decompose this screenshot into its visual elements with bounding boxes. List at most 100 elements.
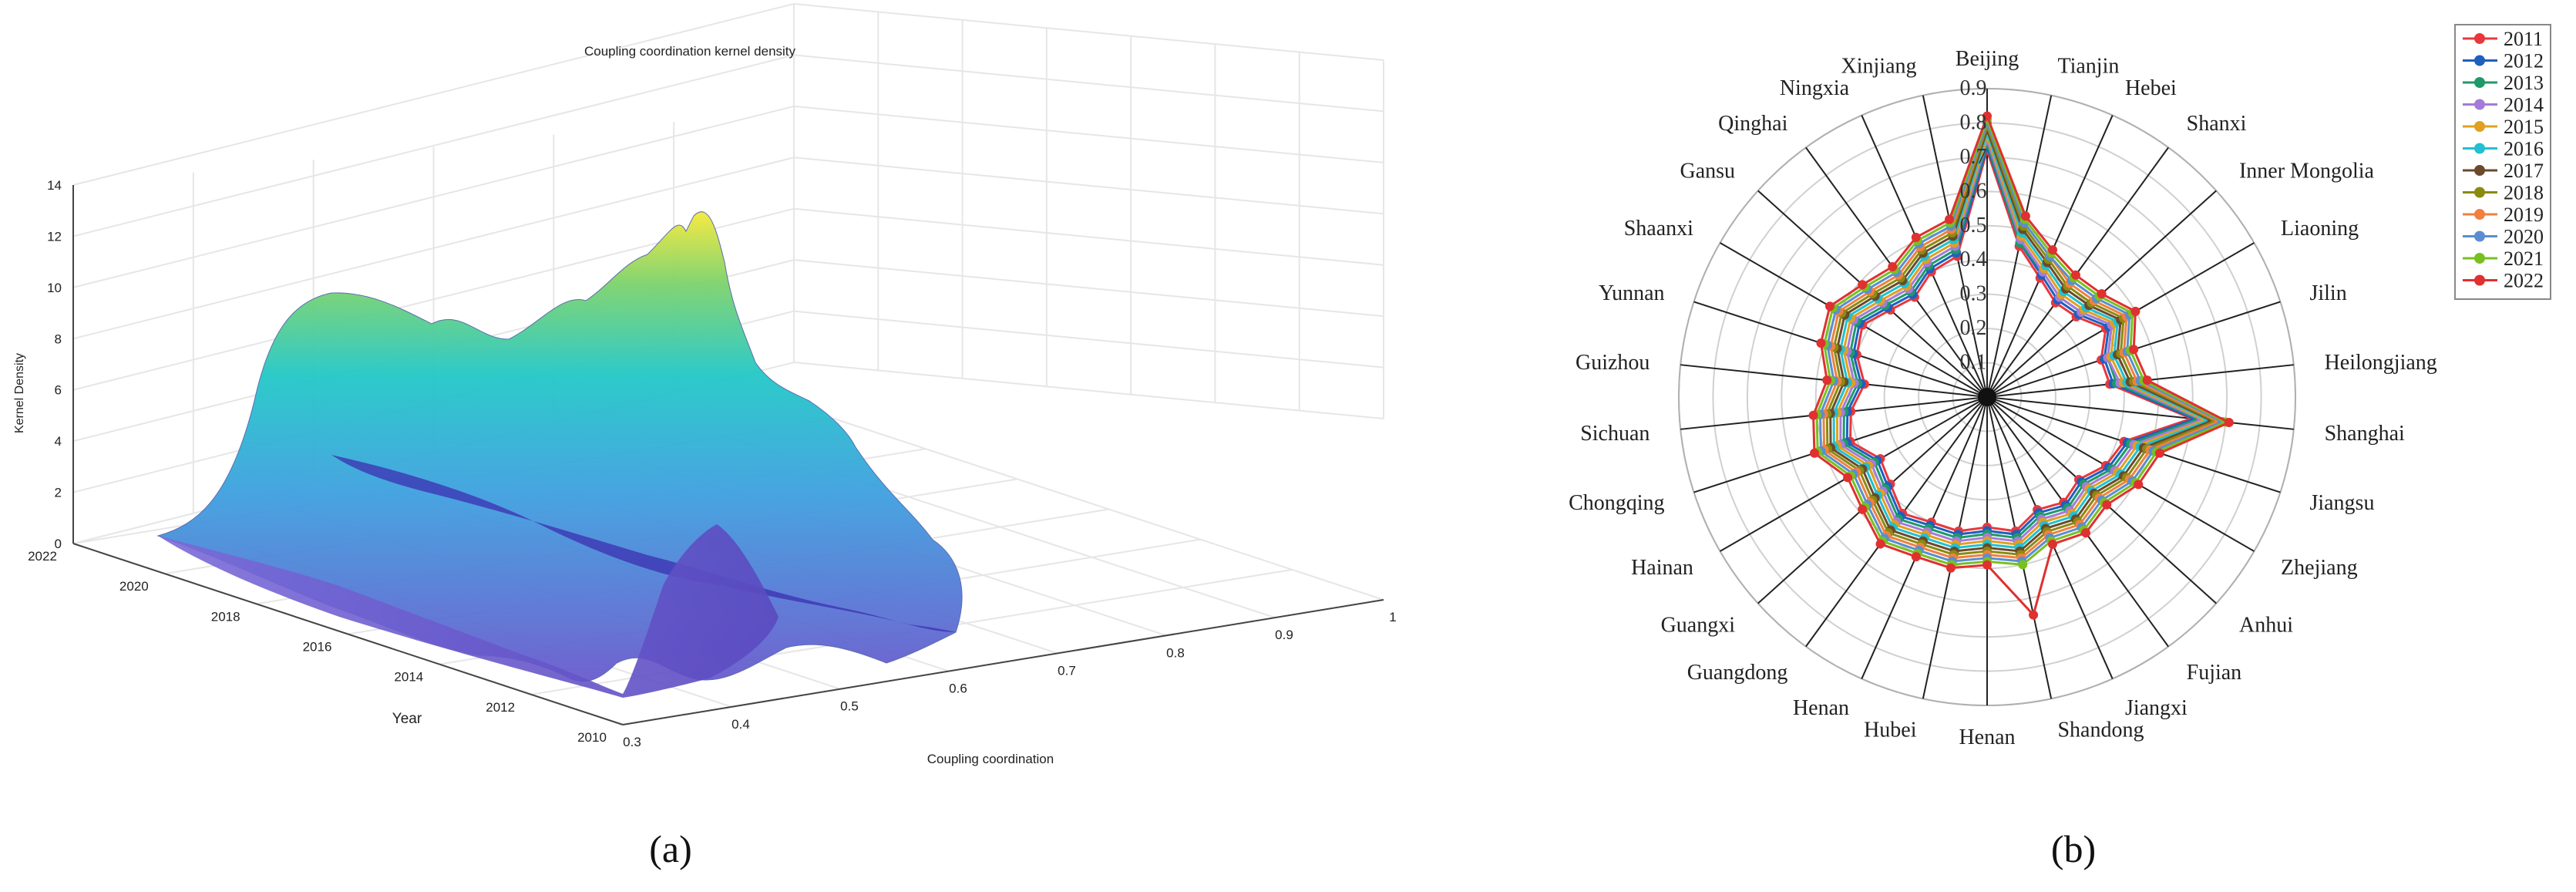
radar-point	[1816, 338, 1826, 348]
radar-point	[2129, 345, 2139, 355]
radar-category-label: Shanxi	[2187, 112, 2247, 136]
x-tick-label: 0.6	[949, 682, 967, 696]
legend-marker	[2474, 187, 2485, 198]
radar-category-label: Qinghai	[1718, 112, 1787, 136]
radar-category-label: Ningxia	[1780, 76, 1850, 100]
radar-point	[1945, 214, 1955, 224]
year-tick-label: 2012	[486, 700, 515, 715]
radar-point	[1911, 552, 1921, 562]
x-tick-label: 0.5	[840, 699, 859, 714]
radar-category-label: Hebei	[2125, 76, 2177, 100]
radar-category-label: Anhui	[2239, 613, 2293, 637]
x-tick-label: 0.4	[731, 717, 750, 732]
radar-category-label: Sichuan	[1580, 422, 1650, 446]
radar-point	[2047, 245, 2057, 255]
radar-category-label: Xinjiang	[1841, 55, 1917, 79]
radar-category-label: Heilongjiang	[2325, 351, 2437, 375]
year-tick-label: 2010	[577, 730, 607, 745]
radar-category-label: Henan	[1959, 725, 2015, 749]
radar-point	[1858, 504, 1868, 514]
legend-marker	[2474, 209, 2485, 220]
z-tick-label: 0	[55, 537, 62, 551]
radar-category-label: Yunnan	[1599, 281, 1665, 305]
radar-point	[1808, 410, 1818, 420]
year-tick-label: 2018	[211, 609, 240, 624]
year-tick-label: 2016	[303, 640, 332, 655]
x-tick-label: 0.8	[1166, 645, 1185, 660]
radar-category-label: Jilin	[2309, 281, 2346, 305]
x-axis-ticks: 0.3 0.4 0.5 0.6 0.7 0.8 0.9 1	[623, 610, 1397, 749]
radar-category-label: Inner Mongolia	[2239, 160, 2375, 183]
legend-marker	[2474, 253, 2485, 264]
legend-marker	[2474, 55, 2485, 66]
radar-point	[2029, 610, 2039, 620]
radar-point	[1875, 539, 1885, 549]
kernel-density-surface	[156, 211, 963, 698]
radar-point	[1911, 232, 1921, 242]
radar-category-label: Shanghai	[2325, 422, 2405, 446]
z-axis-label: Kernel Density	[13, 353, 26, 433]
radar-point	[2020, 211, 2030, 221]
z-tick-label: 6	[55, 383, 62, 398]
radar-point	[2097, 289, 2107, 299]
legend-box	[2454, 24, 2551, 300]
z-axis-ticks: 0 2 4 6 8 10 12 14	[47, 178, 62, 551]
radar-category-label: Jiangxi	[2125, 696, 2188, 720]
radar-category-label: Hainan	[1631, 556, 1693, 580]
z-tick-label: 2	[55, 486, 62, 500]
year-axis-ticks: 2022 2020 2018 2016 2014 2012 2010	[28, 549, 607, 745]
x-tick-label: 0.9	[1275, 628, 1293, 642]
radial-tick-label: 0.7	[1960, 145, 1987, 169]
radar-point	[2155, 448, 2165, 458]
radar-point	[2134, 480, 2144, 490]
radar-category-label: Guizhou	[1576, 351, 1650, 375]
radar-category-label: Beijing	[1956, 47, 2019, 71]
radar-category-label: Liaoning	[2281, 217, 2359, 241]
radar-category-label: Tianjin	[2057, 55, 2119, 79]
legend-label: 2017	[2504, 160, 2544, 182]
radar-category-label: Shaanxi	[1624, 217, 1693, 241]
radial-tick-label: 0.1	[1960, 351, 1987, 375]
legend-marker	[2474, 165, 2485, 176]
radar-radial-ticks: 0.9 0.8 0.7 0.6 0.5 0.4 0.3 0.2 0.1	[1960, 76, 1987, 375]
z-tick-label: 4	[55, 434, 62, 449]
legend-label: 2014	[2504, 94, 2544, 116]
legend-label: 2018	[2504, 182, 2544, 204]
z-tick-label: 12	[47, 229, 62, 244]
legend-label: 2015	[2504, 116, 2544, 138]
radar-point	[1982, 111, 1992, 121]
year-axis-label: Year	[392, 711, 422, 727]
legend-marker	[2474, 121, 2485, 132]
x-axis-label: Coupling coordination	[927, 752, 1054, 766]
radar-category-label: Hubei	[1864, 718, 1917, 742]
radar-point	[1945, 563, 1956, 573]
year-tick-label: 2020	[119, 579, 149, 594]
caption-b: (b)	[2051, 827, 2096, 870]
radial-tick-label: 0.4	[1960, 247, 1987, 271]
radar-category-label: Guangdong	[1687, 661, 1788, 685]
radar-point	[2130, 306, 2141, 316]
radial-tick-label: 0.6	[1960, 179, 1987, 203]
x-tick-label: 0.7	[1058, 663, 1076, 678]
legend: 2011201220132014201520162017201820192020…	[2454, 24, 2551, 300]
radar-category-label: Henan	[1793, 696, 1849, 720]
radar-point	[2142, 375, 2152, 385]
radar-category-label: Gansu	[1680, 160, 1735, 183]
caption-a: (a)	[649, 827, 692, 870]
radial-tick-label: 0.8	[1960, 110, 1987, 134]
radar-category-label: Fujian	[2187, 661, 2242, 685]
radial-tick-label: 0.2	[1960, 316, 1987, 340]
radar-point	[2102, 500, 2112, 510]
legend-label: 2021	[2504, 247, 2544, 270]
legend-marker	[2474, 231, 2485, 242]
chart-title: Coupling coordination kernel density	[584, 44, 796, 59]
radar-point	[1809, 448, 1819, 458]
legend-marker	[2474, 33, 2485, 44]
radar-point	[1843, 473, 1853, 483]
year-tick-label: 2014	[394, 670, 423, 685]
legend-label: 2011	[2504, 28, 2543, 50]
radar-spoke	[1986, 396, 2294, 430]
legend-marker	[2474, 274, 2485, 286]
